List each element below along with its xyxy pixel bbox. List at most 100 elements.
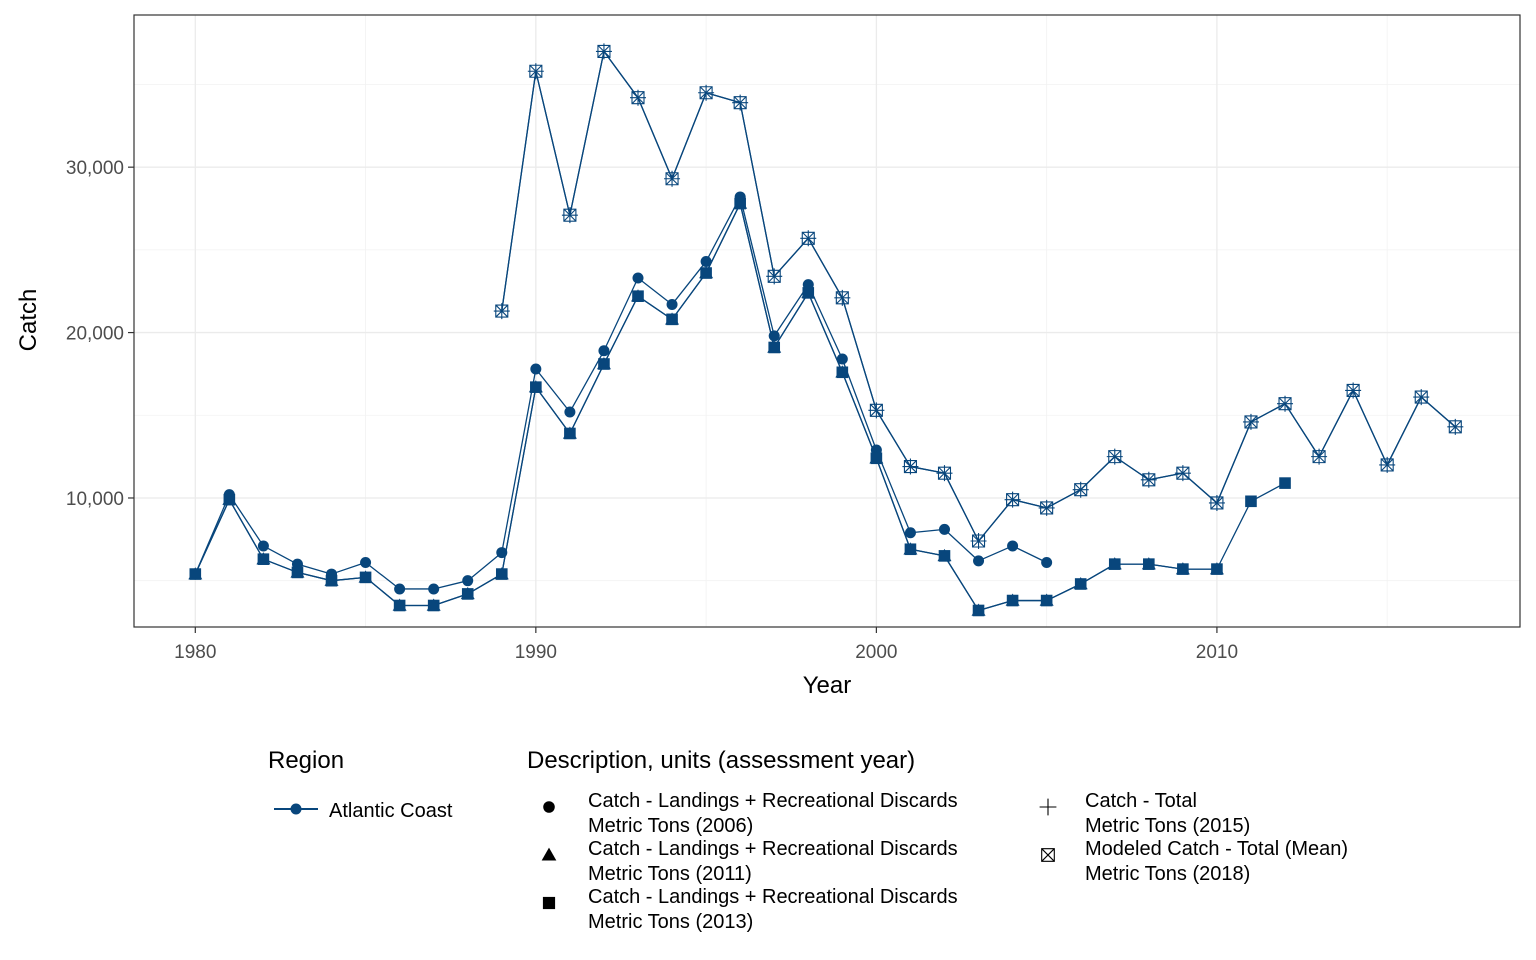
point-circle [530, 363, 542, 375]
point-circle [428, 583, 440, 595]
legend-label-line1: Catch - Total [1085, 790, 1197, 812]
legend-key-square [542, 896, 556, 910]
point-square [257, 553, 270, 565]
grid-major [134, 15, 1520, 627]
legend-key-boxcross [1041, 848, 1055, 862]
legend-label-line1: Modeled Catch - Total (Mean) [1085, 838, 1348, 860]
point-circle [564, 406, 576, 418]
y-axis-title: Catch [15, 289, 42, 352]
point-boxcross [1040, 501, 1054, 515]
point-circle [700, 255, 712, 267]
legend-label-line1: Catch - Landings + Recreational Discards [588, 790, 958, 812]
legend-label-line1: Catch - Landings + Recreational Discards [588, 838, 958, 860]
point-circle [666, 298, 678, 310]
point-square [564, 427, 576, 440]
legend-label-line2: Metric Tons (2011) [588, 863, 752, 885]
point-boxcross [1006, 493, 1020, 507]
series-catch_2013 [189, 197, 1291, 617]
point-boxcross [1414, 390, 1428, 404]
point-square [1074, 578, 1087, 590]
legend-key-plus [1039, 798, 1057, 816]
point-square [870, 452, 883, 465]
point-circle [360, 556, 372, 568]
point-boxcross [1108, 450, 1122, 464]
point-circle [496, 547, 508, 559]
point-boxcross [1346, 383, 1360, 398]
point-square [768, 341, 781, 354]
point-boxcross [801, 231, 815, 245]
point-square [189, 568, 202, 580]
point-circle [632, 272, 644, 284]
legend-label-line2: Metric Tons (2015) [1085, 815, 1250, 837]
point-square [1108, 558, 1121, 570]
point-boxcross [767, 269, 781, 283]
point-boxcross [597, 44, 611, 58]
point-square [1006, 594, 1019, 607]
region-legend: Region Atlantic Coast [268, 747, 453, 822]
point-square [359, 571, 372, 584]
point-square [495, 568, 508, 580]
point-circle [394, 583, 406, 595]
point-circle [462, 575, 474, 587]
point-square [666, 313, 678, 326]
y-tick-label: 30,000 [66, 158, 124, 179]
point-boxcross [1176, 466, 1190, 480]
point-circle [257, 540, 269, 552]
legend-key-circle [543, 801, 555, 813]
point-square [1211, 563, 1223, 575]
point-boxcross [1210, 496, 1224, 510]
point-boxcross [1244, 415, 1258, 429]
point-square [530, 381, 542, 393]
point-square [325, 574, 338, 587]
series-layer [188, 43, 1464, 617]
point-square [223, 493, 236, 506]
point-square [632, 290, 644, 302]
point-boxcross [1380, 458, 1394, 472]
point-square [1177, 563, 1189, 575]
point-circle [836, 353, 848, 365]
x-tick-label: 1990 [515, 642, 557, 663]
panel-border [133, 14, 1521, 628]
region-legend-label: Atlantic Coast [329, 800, 453, 822]
point-boxcross [495, 304, 509, 318]
x-axis-title: Year [803, 672, 852, 699]
x-tick-label: 2000 [855, 642, 897, 663]
point-boxcross [733, 96, 747, 110]
point-square [393, 599, 406, 612]
legend-key-triangle [541, 847, 557, 861]
point-boxcross [1074, 483, 1088, 497]
point-boxcross [665, 172, 679, 186]
description-legend: Description, units (assessment year) Cat… [527, 747, 1348, 933]
point-circle [938, 523, 950, 535]
point-boxcross [1448, 420, 1462, 434]
description-legend-title: Description, units (assessment year) [527, 747, 915, 774]
point-square [461, 588, 474, 600]
legend-label-line2: Metric Tons (2018) [1085, 863, 1250, 885]
y-tick-label: 10,000 [66, 489, 124, 510]
point-boxcross [1142, 473, 1156, 487]
y-axis: 10,000 20,000 30,000 [66, 158, 134, 510]
point-circle [598, 345, 610, 357]
point-boxcross [971, 534, 986, 548]
x-tick-label: 1980 [174, 642, 216, 663]
point-boxcross [869, 403, 883, 417]
point-square [700, 267, 712, 279]
point-circle [973, 555, 985, 567]
point-boxcross [699, 86, 713, 100]
point-square [734, 197, 746, 210]
description-legend-keys [541, 798, 1057, 910]
point-circle [904, 527, 916, 539]
point-square [836, 366, 849, 379]
point-square [938, 550, 951, 562]
region-legend-point [290, 803, 302, 815]
point-square [1245, 495, 1257, 508]
point-square [1279, 477, 1291, 489]
legend-label-line2: Metric Tons (2006) [588, 815, 753, 837]
point-square [972, 604, 985, 617]
point-circle [1041, 556, 1053, 568]
point-square [1143, 558, 1155, 570]
point-boxcross [631, 91, 645, 105]
y-tick-label: 20,000 [66, 324, 124, 345]
point-boxcross [563, 208, 577, 222]
